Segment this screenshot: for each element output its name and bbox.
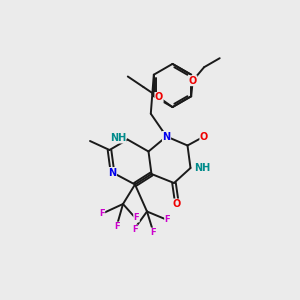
Text: NH: NH [194,163,210,173]
Text: F: F [165,214,170,224]
Text: F: F [99,208,105,217]
Text: O: O [200,131,208,142]
Text: F: F [134,213,139,222]
Text: NH: NH [110,133,126,143]
Text: F: F [132,225,138,234]
Text: O: O [155,92,163,103]
Text: N: N [162,131,171,142]
Text: O: O [173,199,181,209]
Text: O: O [189,76,197,86]
Text: F: F [150,228,156,237]
Text: N: N [108,167,117,178]
Text: F: F [114,222,120,231]
